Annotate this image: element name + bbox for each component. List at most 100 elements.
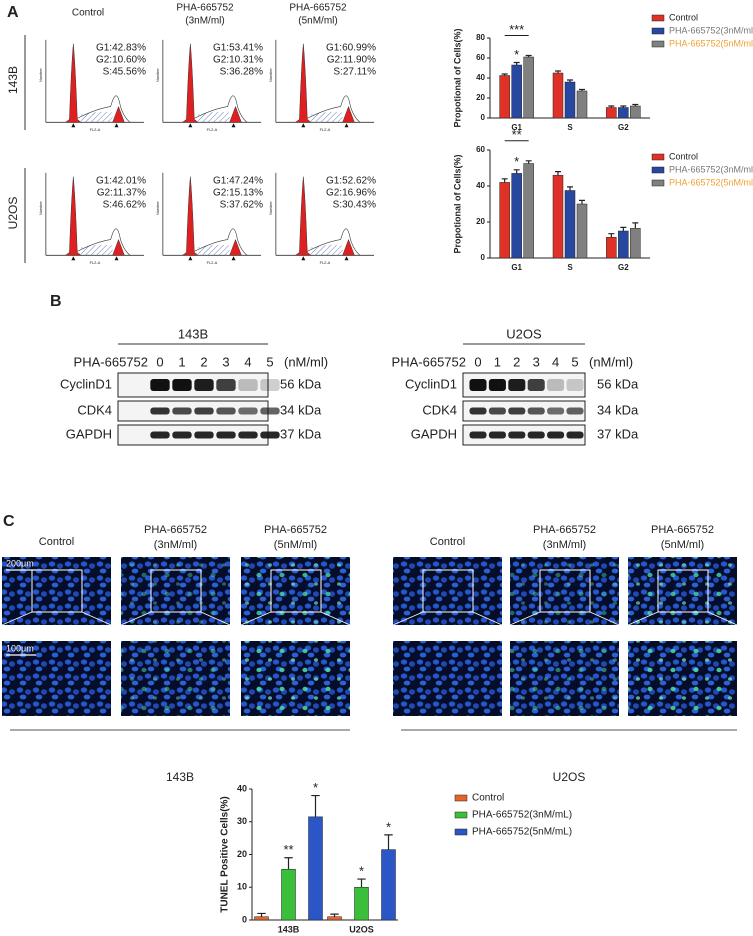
significance: *	[386, 819, 391, 834]
legend-label: Control	[669, 151, 698, 161]
bar	[630, 228, 641, 259]
band	[566, 407, 584, 415]
bar	[606, 107, 617, 119]
tunel-signal	[121, 641, 230, 716]
bar	[576, 90, 588, 119]
band	[527, 431, 545, 439]
panel-label: A	[7, 4, 19, 21]
error-bar	[501, 178, 508, 183]
column-header: (3nM/ml)	[154, 539, 197, 551]
legend-swatch	[651, 14, 665, 22]
band	[238, 431, 258, 439]
bar	[254, 916, 269, 921]
band	[194, 379, 214, 391]
inset-box	[657, 569, 709, 613]
group-label: 143B	[166, 770, 194, 784]
size-label: 34 kDa	[280, 402, 322, 417]
protein-label: CDK4	[77, 402, 112, 417]
bar	[552, 174, 564, 259]
treatment-label: PHA-665752	[392, 354, 466, 369]
inset-box	[270, 569, 322, 613]
band	[488, 379, 506, 391]
micrograph	[2, 557, 111, 625]
bar	[511, 64, 522, 119]
band	[566, 379, 584, 391]
lane-label: 5	[571, 354, 578, 369]
micrograph	[393, 557, 502, 625]
treatment-label: PHA-665752	[74, 354, 148, 369]
band	[260, 407, 280, 415]
error-bar	[330, 913, 339, 917]
column-header: PHA-665752	[651, 524, 714, 536]
band	[260, 379, 280, 391]
column-header: Control	[39, 536, 74, 548]
histogram-stat: G2:10.31%	[213, 55, 263, 66]
legend-label: PHA-665752(3nM/ml)	[669, 25, 753, 35]
bar	[499, 182, 510, 259]
histogram-stat: G1:53.41%	[213, 43, 263, 54]
significance: *	[514, 154, 519, 169]
y-tick-label: 40	[237, 783, 247, 793]
column-header: (5nM/ml)	[298, 16, 337, 27]
significance: *	[313, 780, 318, 795]
zoom-line	[472, 611, 503, 626]
size-label: 37 kDa	[597, 426, 639, 441]
error-bar	[513, 61, 520, 65]
band	[547, 379, 565, 391]
scale-bar-label: 200μm	[6, 558, 34, 568]
band	[150, 379, 170, 391]
protein-label: CDK4	[422, 402, 457, 417]
legend-label: PHA-665752(5nM/ml)	[669, 177, 753, 187]
bar	[630, 105, 641, 119]
legend-swatch	[454, 794, 468, 802]
band	[488, 431, 506, 439]
legend-swatch	[651, 179, 665, 187]
legend-swatch	[454, 811, 468, 819]
histogram-stat: G2:15.13%	[213, 188, 263, 199]
x-tick-label: 143B	[278, 924, 300, 934]
bar	[618, 230, 629, 259]
band	[216, 431, 236, 439]
lane-label: 0	[156, 354, 163, 369]
y-tick-label: 60	[476, 53, 485, 62]
bar	[511, 173, 522, 259]
lane-label: 3	[222, 354, 229, 369]
zoom-line	[509, 611, 541, 626]
column-header: PHA-665752	[144, 524, 207, 536]
y-tick-label: 40	[476, 73, 485, 82]
y-tick-label: 10	[237, 882, 247, 892]
error-bar	[311, 794, 320, 817]
micrograph-zoom	[393, 641, 502, 716]
micrograph-zoom	[2, 641, 111, 716]
protein-label: GAPDH	[411, 426, 457, 441]
x-tick-label: G2	[618, 263, 629, 272]
unit-label: (nM/ml)	[589, 354, 633, 369]
error-bar	[620, 105, 627, 108]
y-axis-label: TUNEL Positive Cells(%)	[220, 796, 231, 913]
protein-label: GAPDH	[66, 426, 112, 441]
size-label: 37 kDa	[280, 426, 322, 441]
zoom-line	[320, 611, 351, 626]
lane-label: 4	[552, 354, 559, 369]
error-bar	[567, 79, 573, 82]
band	[238, 379, 258, 391]
significance: *	[514, 47, 519, 62]
x-tick-label: G1	[511, 123, 522, 132]
band	[194, 431, 214, 439]
blot-title: 143B	[178, 326, 208, 341]
band	[216, 407, 236, 415]
tunel-signal	[241, 641, 350, 716]
histogram-stat: G1:60.99%	[326, 43, 376, 54]
band	[172, 431, 192, 439]
bar	[354, 887, 369, 921]
error-bar	[525, 160, 532, 164]
y-tick-label: 40	[476, 181, 485, 190]
y-tick-label: 30	[237, 816, 247, 826]
bar	[523, 163, 534, 259]
band	[527, 379, 545, 391]
band	[527, 407, 545, 415]
band	[547, 431, 565, 439]
inset-box	[422, 569, 474, 613]
protein-label: CyclinD1	[60, 376, 112, 391]
band	[260, 431, 280, 439]
